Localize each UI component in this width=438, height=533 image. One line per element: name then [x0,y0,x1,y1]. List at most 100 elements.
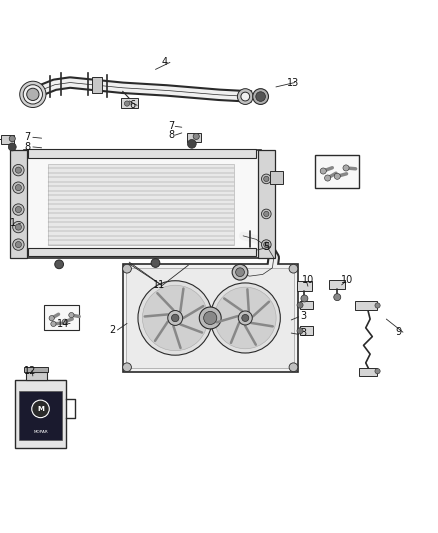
Circle shape [215,287,276,349]
Circle shape [375,368,380,374]
Text: 9: 9 [395,327,401,337]
Bar [44,304,79,330]
Circle shape [237,88,253,104]
Circle shape [297,328,303,334]
Circle shape [13,239,24,251]
Circle shape [172,314,179,322]
Bar [24,150,261,258]
Text: 10: 10 [302,274,314,285]
Circle shape [320,168,326,174]
Circle shape [187,140,196,148]
Bar [359,368,377,376]
Circle shape [123,264,131,273]
Circle shape [168,311,183,326]
Circle shape [55,260,64,269]
Bar [187,133,201,142]
Text: 5: 5 [263,242,269,252]
Circle shape [69,312,74,318]
Bar [48,164,234,245]
Circle shape [199,307,221,329]
Text: 12: 12 [24,366,36,376]
Text: 13: 13 [287,77,299,87]
Text: 1: 1 [10,217,16,228]
Circle shape [210,283,280,353]
Circle shape [204,311,217,325]
Circle shape [193,133,199,140]
Circle shape [289,363,298,372]
Circle shape [15,184,21,191]
Circle shape [15,206,21,213]
Circle shape [242,314,249,321]
Circle shape [123,363,131,372]
Circle shape [13,221,24,233]
Text: 7: 7 [24,132,30,142]
Bar [258,150,275,258]
Circle shape [325,175,331,181]
Circle shape [256,92,265,101]
Circle shape [138,281,212,355]
Bar [300,326,313,335]
Bar [123,264,298,372]
Circle shape [51,321,56,327]
Circle shape [23,85,42,104]
Circle shape [9,135,15,142]
Circle shape [232,264,248,280]
Bar [26,373,46,381]
Text: 3: 3 [300,328,306,338]
Text: MOPAR: MOPAR [33,430,48,434]
Bar [1,135,14,144]
Bar [300,301,313,310]
Text: 10: 10 [341,274,353,285]
Bar [10,150,27,258]
Circle shape [32,400,49,418]
Circle shape [334,294,341,301]
Bar [297,281,312,290]
Circle shape [343,165,349,171]
Circle shape [241,92,250,101]
Circle shape [27,88,39,101]
Bar [329,280,345,289]
Text: M: M [37,406,44,412]
Circle shape [20,81,46,108]
Circle shape [264,176,269,182]
Bar [92,77,102,93]
Bar [270,171,283,184]
Circle shape [289,264,298,273]
Text: 2: 2 [110,325,116,335]
Circle shape [264,211,269,216]
Circle shape [261,174,271,184]
Bar [121,98,138,108]
Text: 14: 14 [57,319,69,329]
Circle shape [142,285,208,351]
Circle shape [261,209,271,219]
Bar [355,301,377,310]
Text: 8: 8 [24,142,30,152]
Bar [19,391,62,440]
Circle shape [375,303,380,308]
Bar [28,149,256,158]
Text: 11: 11 [153,280,166,290]
Circle shape [297,302,303,308]
Bar [15,381,66,448]
Bar [28,248,256,255]
Circle shape [151,259,160,268]
Circle shape [62,319,67,324]
Circle shape [236,268,244,277]
Circle shape [253,88,268,104]
Circle shape [301,295,308,302]
Circle shape [124,101,130,106]
Circle shape [264,242,269,247]
Circle shape [8,143,16,151]
Circle shape [15,241,21,248]
Circle shape [334,173,340,179]
Circle shape [13,165,24,176]
Text: 6: 6 [129,100,135,110]
Text: 3: 3 [300,311,306,320]
Circle shape [49,316,54,321]
Circle shape [238,311,252,325]
Circle shape [13,182,24,193]
Bar [25,367,48,373]
Bar [315,155,359,188]
Text: 7: 7 [169,122,175,131]
Text: 8: 8 [169,130,175,140]
